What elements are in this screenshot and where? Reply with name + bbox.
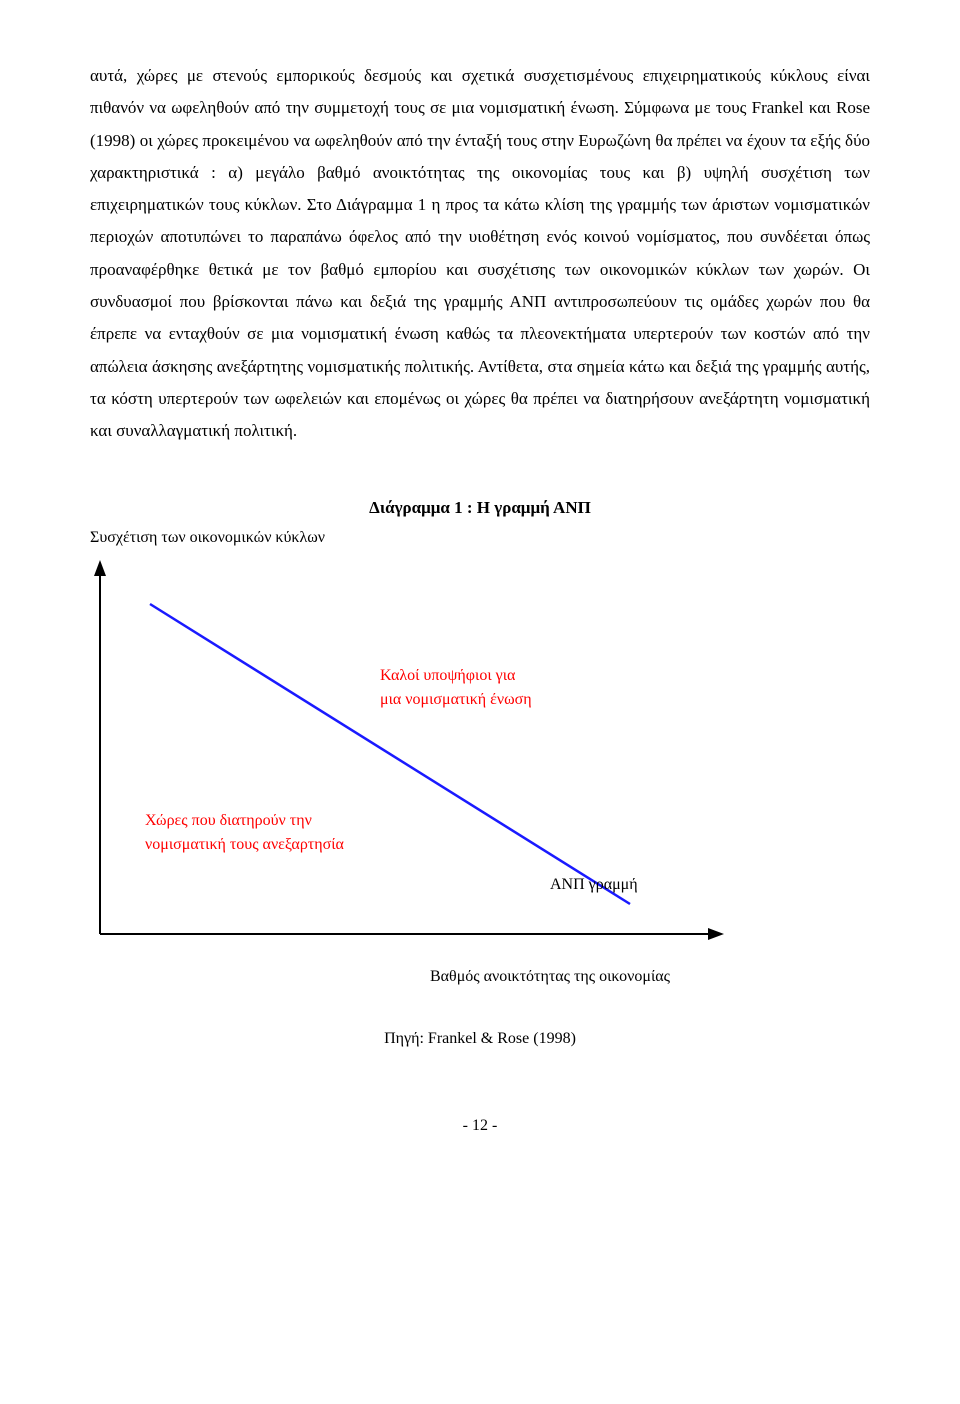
chart-area: Καλοί υποψήφιοι για μια νομισματική ένωσ… bbox=[90, 554, 730, 954]
anp-line bbox=[150, 604, 630, 904]
upper-annot-line1: Καλοί υποψήφιοι για bbox=[380, 667, 515, 684]
diagram-source: Πηγή: Frankel & Rose (1998) bbox=[90, 1028, 870, 1050]
y-axis-label: Συσχέτιση των οικονομικών κύκλων bbox=[90, 527, 870, 549]
lower-annot-line1: Χώρες που διατηρούν την bbox=[145, 812, 312, 829]
upper-annotation: Καλοί υποψήφιοι για μια νομισματική ένωσ… bbox=[380, 664, 532, 712]
diagram-title: Διάγραμμα 1 : Η γραμμή ΑΝΠ bbox=[90, 496, 870, 520]
lower-annot-line2: νομισματική τους ανεξαρτησία bbox=[145, 836, 344, 853]
anp-line-label: ΑΝΠ γραμμή bbox=[550, 874, 638, 896]
x-axis-label: Βαθμός ανοικτότητας της οικονομίας bbox=[430, 966, 870, 988]
diagram-container: Διάγραμμα 1 : Η γραμμή ΑΝΠ Συσχέτιση των… bbox=[90, 496, 870, 1051]
body-paragraph: αυτά, χώρες με στενούς εμπορικούς δεσμού… bbox=[90, 60, 870, 448]
page-number: - 12 - bbox=[90, 1111, 870, 1141]
upper-annot-line2: μια νομισματική ένωση bbox=[380, 691, 532, 708]
lower-annotation: Χώρες που διατηρούν την νομισματική τους… bbox=[145, 809, 344, 857]
